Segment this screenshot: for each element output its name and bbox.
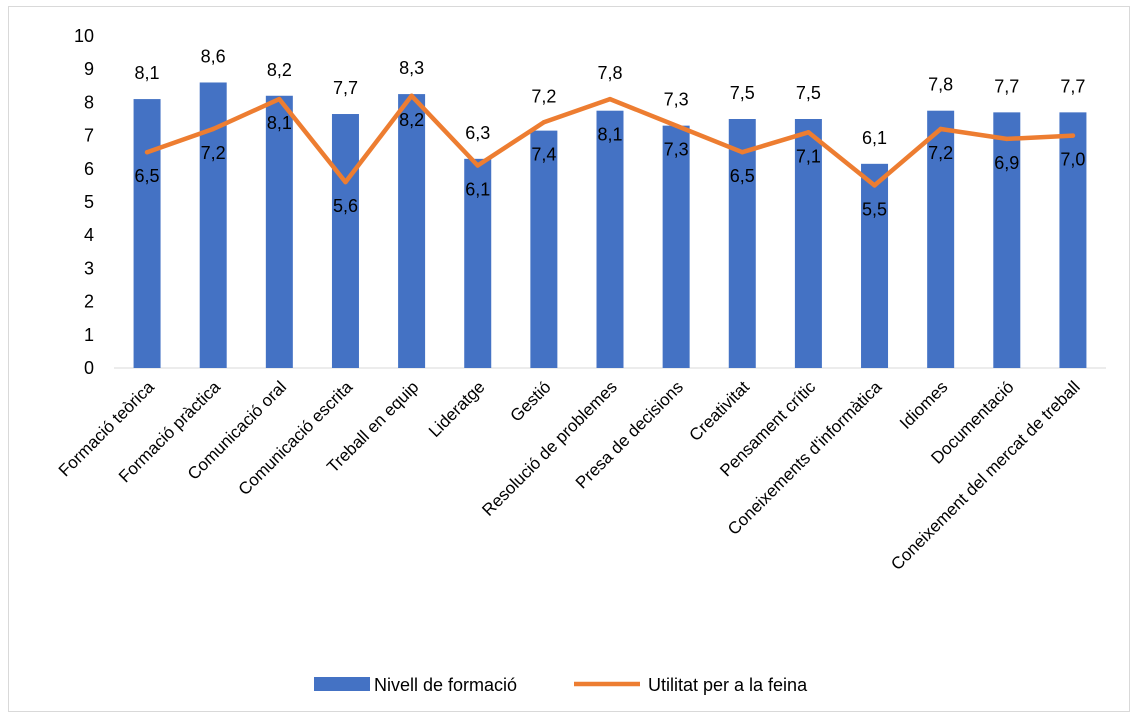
line-data-label: 6,9 xyxy=(994,153,1019,173)
y-tick-label: 5 xyxy=(84,192,94,212)
bar xyxy=(530,130,558,368)
bar-data-label: 8,1 xyxy=(135,63,160,83)
bar xyxy=(464,158,492,368)
x-tick-label: Creativitat xyxy=(686,377,754,445)
line-point xyxy=(277,96,282,102)
bar xyxy=(331,114,359,369)
y-tick-label: 6 xyxy=(84,159,94,179)
line-point xyxy=(475,163,480,168)
line-point xyxy=(806,130,811,135)
bar xyxy=(794,119,822,368)
line-data-label: 7,3 xyxy=(664,140,689,160)
line-data-label: 5,6 xyxy=(333,196,358,216)
line-point xyxy=(872,183,877,188)
line-point xyxy=(1070,133,1076,138)
line-point xyxy=(409,93,414,98)
line-data-label: 6,5 xyxy=(135,166,160,186)
bar-data-label: 7,7 xyxy=(333,78,358,98)
line-data-label: 7,2 xyxy=(201,143,226,163)
line-data-label: 8,1 xyxy=(597,125,622,145)
y-tick-label: 9 xyxy=(84,59,94,79)
bar-data-label: 7,5 xyxy=(730,83,755,103)
bar-data-label: 7,2 xyxy=(531,86,556,106)
bar-data-label: 6,3 xyxy=(465,123,490,143)
bars-nivell-de-formacio xyxy=(133,82,1087,369)
bar xyxy=(265,95,293,368)
line-point xyxy=(144,150,150,155)
bar-data-label: 7,8 xyxy=(597,63,622,83)
line-point xyxy=(938,126,943,132)
bar-data-label: 7,5 xyxy=(796,83,821,103)
bar xyxy=(1059,112,1087,368)
line-data-label: 7,2 xyxy=(928,143,953,163)
y-tick-label: 3 xyxy=(84,258,94,278)
x-tick-label: Comunicació escrita xyxy=(235,377,357,499)
legend-swatch-bar xyxy=(314,677,370,691)
bar-data-label: 7,8 xyxy=(928,75,953,95)
bar xyxy=(861,163,889,368)
x-tick-label: Resolució de problemes xyxy=(478,377,620,519)
line-point xyxy=(1004,136,1009,142)
bar-data-label: 7,7 xyxy=(1060,76,1085,96)
line-point xyxy=(211,126,216,132)
line-data-label: 8,2 xyxy=(399,110,424,130)
y-axis: 0 1 2 3 4 5 6 7 8 9 10 xyxy=(74,26,94,378)
line-data-label: 5,5 xyxy=(862,199,887,219)
line-data-labels: 6,5 7,2 8,1 5,6 8,2 6,1 7,4 8,1 7,3 6,5 7,1 5,5 7,2 6… xyxy=(135,110,1086,220)
bar xyxy=(596,110,624,368)
line-point xyxy=(673,123,679,128)
line-point xyxy=(607,96,613,102)
line-utilitat-per-a-la-feina xyxy=(144,93,1076,188)
bar-data-labels: 8,1 8,6 8,2 7,7 8,3 6,3 7,2 7,8 7,3 7,5 7,5 6,1 7,8 7… xyxy=(135,46,1086,147)
line-data-label: 7,1 xyxy=(796,146,821,166)
x-tick-label: Idiomes xyxy=(896,377,952,433)
bar-data-label: 8,3 xyxy=(399,58,424,78)
y-tick-label: 8 xyxy=(84,92,94,112)
y-tick-label: 2 xyxy=(84,292,94,312)
bar xyxy=(133,99,161,368)
legend: Nivell de formació Utilitat per a la fei… xyxy=(314,675,808,695)
line-data-label: 7,0 xyxy=(1060,150,1085,170)
bar xyxy=(728,119,756,368)
x-tick-label: Lideratge xyxy=(425,377,489,441)
line-data-label: 8,1 xyxy=(267,113,292,133)
bar xyxy=(662,125,690,368)
line-data-label: 6,5 xyxy=(730,166,755,186)
line-data-label: 6,1 xyxy=(465,179,490,199)
bar-data-label: 6,1 xyxy=(862,128,887,148)
legend-label-bar: Nivell de formació xyxy=(374,675,517,695)
y-tick-label: 1 xyxy=(84,325,94,345)
line-point xyxy=(740,150,745,155)
legend-label-line: Utilitat per a la feina xyxy=(648,675,808,695)
line-point xyxy=(343,179,348,185)
y-tick-label: 0 xyxy=(84,358,94,378)
bar-data-label: 8,6 xyxy=(201,46,226,66)
line-point xyxy=(541,120,547,125)
bar-data-label: 7,3 xyxy=(664,90,689,110)
x-tick-label: Gestió xyxy=(507,377,555,425)
bar-data-label: 8,2 xyxy=(267,60,292,80)
y-tick-label: 10 xyxy=(74,26,94,46)
bar xyxy=(927,110,955,368)
bar xyxy=(993,112,1021,368)
y-tick-label: 4 xyxy=(84,225,94,245)
bar xyxy=(398,94,426,368)
y-tick-label: 7 xyxy=(84,126,94,146)
line-data-label: 7,4 xyxy=(531,145,556,165)
bar-data-label: 7,7 xyxy=(994,76,1019,96)
